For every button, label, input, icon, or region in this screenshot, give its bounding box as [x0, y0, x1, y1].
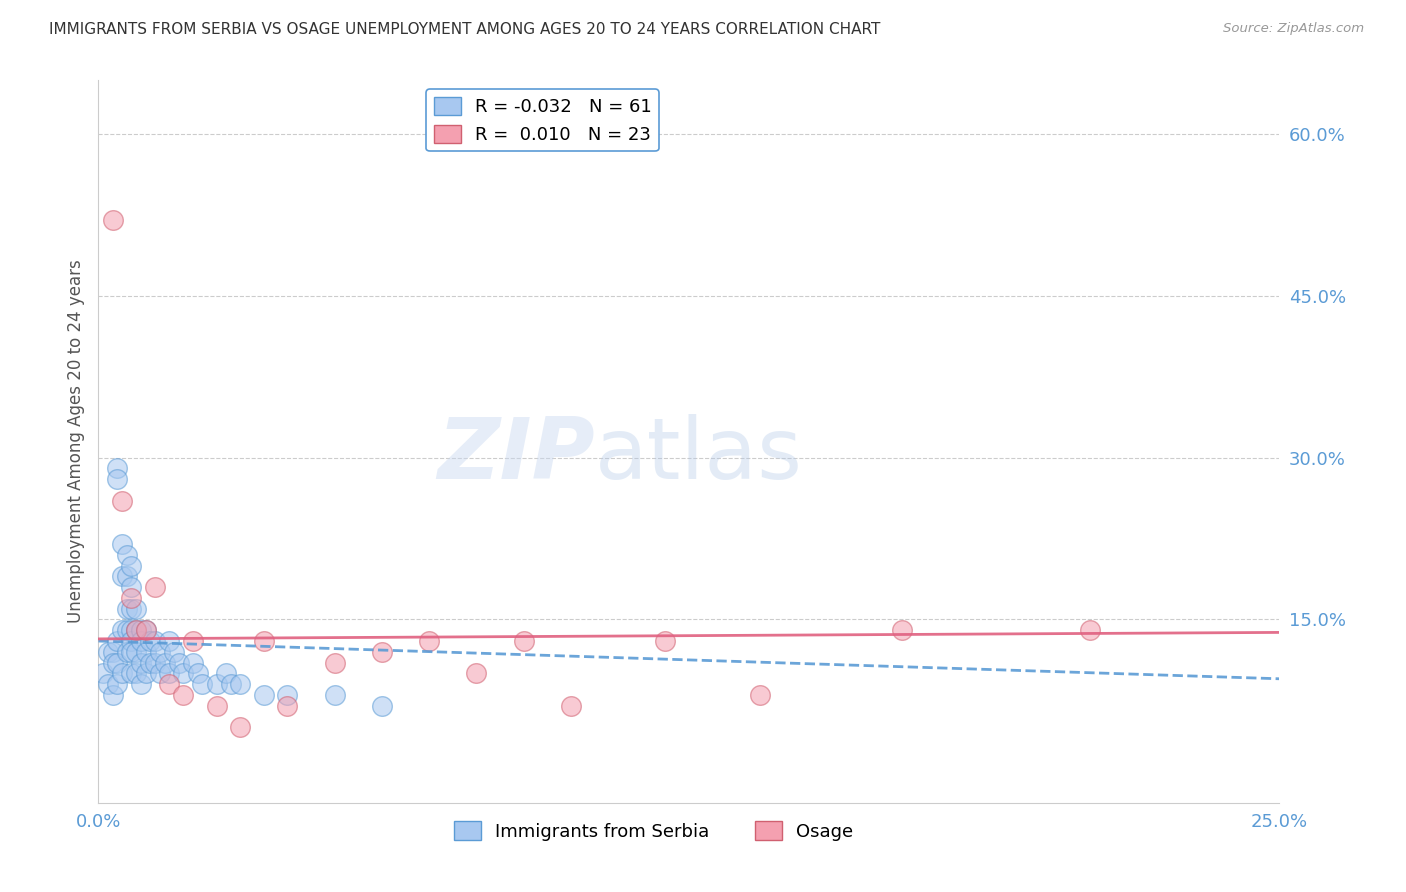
Point	[111, 569, 134, 583]
Point	[115, 624, 138, 638]
Point	[105, 461, 128, 475]
Point	[97, 645, 120, 659]
Point	[121, 624, 143, 638]
Point	[748, 688, 770, 702]
Point	[181, 656, 204, 670]
Point	[253, 634, 276, 648]
Point	[139, 634, 162, 648]
Point	[115, 645, 138, 659]
Point	[149, 645, 172, 659]
Point	[135, 624, 157, 638]
Point	[512, 634, 534, 648]
Text: atlas: atlas	[595, 415, 803, 498]
Point	[105, 677, 128, 691]
Point	[172, 666, 194, 681]
Point	[125, 624, 148, 638]
Point	[143, 634, 166, 648]
Point	[125, 645, 148, 659]
Point	[253, 688, 276, 702]
Point	[149, 666, 172, 681]
Point	[101, 656, 124, 670]
Point	[276, 698, 298, 713]
Point	[153, 656, 176, 670]
Point	[125, 666, 148, 681]
Point	[371, 645, 394, 659]
Point	[121, 580, 143, 594]
Point	[121, 634, 143, 648]
Point	[371, 698, 394, 713]
Point	[215, 666, 238, 681]
Point	[276, 688, 298, 702]
Point	[187, 666, 209, 681]
Point	[181, 634, 204, 648]
Point	[890, 624, 912, 638]
Point	[191, 677, 214, 691]
Point	[125, 601, 148, 615]
Point	[121, 558, 143, 573]
Point	[157, 666, 180, 681]
Point	[229, 720, 252, 734]
Point	[97, 677, 120, 691]
Point	[1080, 624, 1102, 638]
Point	[219, 677, 242, 691]
Point	[105, 656, 128, 670]
Point	[172, 688, 194, 702]
Point	[111, 624, 134, 638]
Point	[91, 666, 114, 681]
Point	[560, 698, 582, 713]
Point	[129, 624, 152, 638]
Point	[121, 666, 143, 681]
Point	[111, 493, 134, 508]
Point	[157, 634, 180, 648]
Y-axis label: Unemployment Among Ages 20 to 24 years: Unemployment Among Ages 20 to 24 years	[66, 260, 84, 624]
Point	[129, 677, 152, 691]
Point	[105, 472, 128, 486]
Point	[115, 569, 138, 583]
Point	[101, 688, 124, 702]
Point	[167, 656, 190, 670]
Point	[125, 624, 148, 638]
Legend: Immigrants from Serbia, Osage: Immigrants from Serbia, Osage	[447, 814, 860, 848]
Point	[323, 656, 346, 670]
Text: ZIP: ZIP	[437, 415, 595, 498]
Point	[101, 213, 124, 227]
Point	[115, 601, 138, 615]
Point	[129, 656, 152, 670]
Point	[111, 666, 134, 681]
Text: Source: ZipAtlas.com: Source: ZipAtlas.com	[1223, 22, 1364, 36]
Point	[323, 688, 346, 702]
Point	[135, 624, 157, 638]
Point	[101, 645, 124, 659]
Point	[135, 666, 157, 681]
Text: IMMIGRANTS FROM SERBIA VS OSAGE UNEMPLOYMENT AMONG AGES 20 TO 24 YEARS CORRELATI: IMMIGRANTS FROM SERBIA VS OSAGE UNEMPLOY…	[49, 22, 880, 37]
Point	[143, 656, 166, 670]
Point	[105, 634, 128, 648]
Point	[129, 634, 152, 648]
Point	[205, 677, 228, 691]
Point	[654, 634, 676, 648]
Point	[139, 656, 162, 670]
Point	[418, 634, 440, 648]
Point	[121, 591, 143, 605]
Point	[115, 548, 138, 562]
Point	[121, 645, 143, 659]
Point	[163, 645, 186, 659]
Point	[135, 645, 157, 659]
Point	[229, 677, 252, 691]
Point	[465, 666, 488, 681]
Point	[157, 677, 180, 691]
Point	[143, 580, 166, 594]
Point	[111, 537, 134, 551]
Point	[205, 698, 228, 713]
Point	[121, 601, 143, 615]
